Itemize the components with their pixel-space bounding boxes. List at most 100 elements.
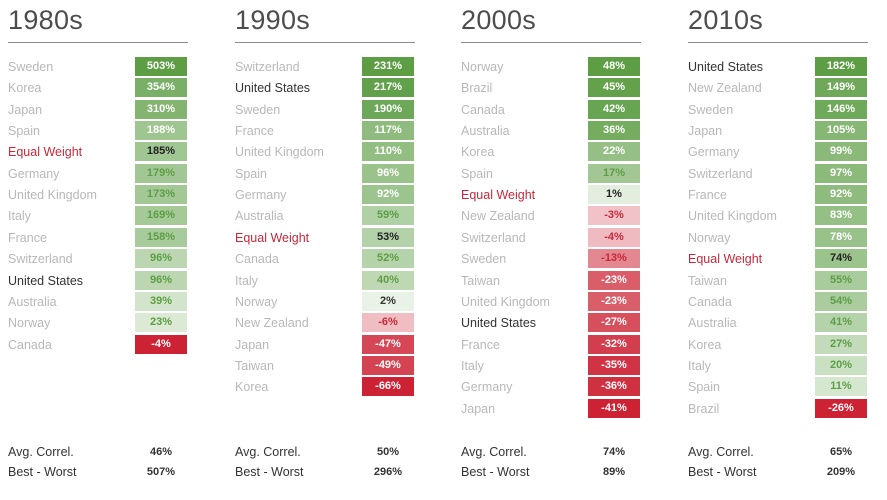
table-row: Korea 27% (688, 334, 870, 356)
country-label: Norway (8, 316, 51, 331)
country-label: United States (235, 81, 311, 96)
country-label: Norway (688, 230, 731, 245)
country-label: Spain (235, 166, 267, 181)
table-row: Italy 20% (688, 355, 870, 377)
best-worst-row: Best - Worst 296% (235, 463, 417, 481)
table-row: New Zealand -3% (461, 206, 643, 227)
country-label: Australia (688, 316, 737, 331)
return-cell: -23% (588, 291, 640, 311)
return-cell: -66% (362, 377, 414, 397)
table-row: Norway 23% (8, 313, 190, 334)
return-cell: 188% (135, 121, 187, 141)
country-label: New Zealand (461, 209, 535, 224)
best-worst-row: Best - Worst 209% (688, 463, 870, 481)
best-worst-value: 89% (602, 466, 626, 478)
return-cell: 42% (588, 99, 640, 119)
table-row: Germany 99% (688, 142, 870, 163)
table-row: Switzerland -4% (461, 227, 643, 249)
avg-correl-value: 65% (829, 446, 853, 458)
country-label: Brazil (688, 401, 720, 416)
country-label: Italy (461, 358, 484, 373)
table-row: Norway 78% (688, 227, 870, 249)
avg-correl-label: Avg. Correl. (8, 445, 74, 459)
return-cell: -32% (588, 334, 640, 354)
decade-column-1990s: 1990s Switzerland 231% United States 217% Swe… (235, 0, 417, 500)
table-row: Korea 22% (461, 142, 643, 163)
table-row: Canada 54% (688, 291, 870, 313)
table-row: Equal Weight 1% (461, 185, 643, 206)
return-cell: 158% (135, 227, 187, 247)
avg-correl-row: Avg. Correl. 65% (688, 443, 870, 461)
table-row: Spain 11% (688, 377, 870, 398)
best-worst-row: Best - Worst 507% (8, 463, 190, 481)
return-cell: 173% (135, 185, 187, 205)
return-cell: 39% (135, 291, 187, 311)
table-row: Japan 310% (8, 99, 190, 121)
table-row: Norway 2% (235, 291, 417, 313)
return-cell: 40% (362, 270, 414, 290)
country-label: Germany (688, 145, 740, 160)
country-label: Korea (688, 337, 722, 352)
return-cell: 117% (362, 121, 414, 141)
country-label: Switzerland (461, 230, 526, 245)
country-label: Canada (8, 337, 52, 352)
avg-correl-label: Avg. Correl. (461, 445, 527, 459)
return-cell: 99% (815, 142, 867, 162)
table-row: Switzerland 96% (8, 249, 190, 270)
country-label: Sweden (688, 102, 734, 117)
country-label: Spain (8, 124, 40, 139)
country-label: Norway (461, 60, 504, 74)
table-row: Canada -4% (8, 334, 190, 356)
return-cell: -41% (588, 398, 640, 418)
return-cell: 74% (815, 249, 867, 269)
return-cell: 105% (815, 121, 867, 141)
decade-column-2010s: 2010s United States 182% New Zealand 149% Swe… (688, 0, 870, 500)
best-worst-label: Best - Worst (235, 465, 304, 479)
return-cell: 83% (815, 206, 867, 226)
table-row: Taiwan 55% (688, 270, 870, 292)
country-label: United Kingdom (8, 188, 97, 203)
return-cell: -3% (588, 206, 640, 226)
return-cell: 310% (135, 99, 187, 119)
return-cell: -27% (588, 313, 640, 333)
avg-correl-value: 46% (149, 446, 173, 458)
return-cell: 54% (815, 291, 867, 311)
country-label: Italy (8, 209, 31, 224)
country-label: Canada (688, 294, 732, 309)
country-label: Sweden (8, 60, 54, 74)
country-label: New Zealand (235, 316, 309, 331)
table-row: Italy 40% (235, 270, 417, 292)
return-cell: 17% (588, 163, 640, 183)
return-cell: 53% (362, 227, 414, 247)
return-cell: 55% (815, 270, 867, 290)
table-row: France -32% (461, 334, 643, 356)
table-row: Switzerland 231% (235, 57, 417, 78)
table-row: Equal Weight 74% (688, 249, 870, 270)
country-label: United States (688, 60, 764, 74)
table-row: Brazil 45% (461, 78, 643, 99)
table-row: United States 217% (235, 78, 417, 99)
return-cell: 96% (135, 249, 187, 269)
table-row: France 92% (688, 185, 870, 206)
table-row: Australia 41% (688, 313, 870, 334)
table-row: Canada 52% (235, 249, 417, 270)
table-row: New Zealand 149% (688, 78, 870, 99)
return-cell: 11% (815, 377, 867, 397)
country-label: United States (461, 316, 537, 331)
return-cell: 217% (362, 78, 414, 98)
return-cell: 96% (135, 270, 187, 290)
return-cell: 231% (362, 57, 414, 76)
country-label: Korea (235, 380, 269, 395)
table-row: Spain 188% (8, 121, 190, 142)
table-row: Brazil -26% (688, 398, 870, 420)
table-row: Italy -35% (461, 355, 643, 377)
table-row: Japan -41% (461, 398, 643, 420)
country-label: Equal Weight (8, 145, 83, 160)
country-label: Korea (8, 81, 42, 96)
return-cell: 149% (815, 78, 867, 98)
table-row: Australia 59% (235, 206, 417, 227)
return-cell: 27% (815, 334, 867, 354)
table-row: Taiwan -23% (461, 270, 643, 292)
table-row: United States 182% (688, 57, 870, 78)
country-label: Germany (461, 380, 513, 395)
